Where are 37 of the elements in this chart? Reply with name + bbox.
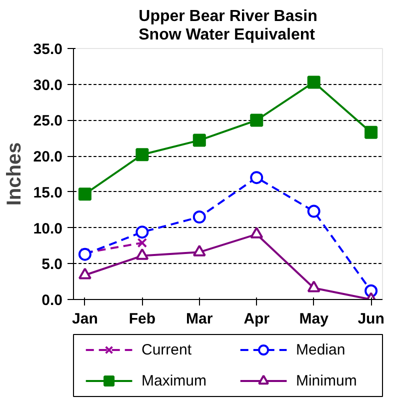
x-tick-label: Feb: [128, 310, 156, 328]
point: [307, 280, 320, 292]
x-tick-label: Mar: [186, 310, 213, 328]
point: [78, 248, 92, 261]
y-tick-label: 35.0: [33, 41, 63, 58]
x-tick-label: May: [299, 310, 330, 328]
legend-label: Maximum: [141, 372, 206, 390]
point: [250, 171, 264, 184]
y-tick-label: 5.0: [42, 256, 63, 274]
legend-label: Current: [141, 342, 192, 358]
x-tick-label: Jan: [72, 310, 98, 328]
y-tick-label: 25.0: [33, 112, 63, 130]
point: [307, 204, 320, 218]
point: [307, 76, 320, 89]
y-tick-label: 20.0: [33, 148, 63, 166]
point: [78, 188, 92, 201]
legend-label: Minimum: [296, 372, 357, 390]
chart-title: Upper Bear River Basin Snow Water Equivalent: [138, 8, 318, 44]
x-tick-label: Jun: [358, 310, 384, 328]
point: [192, 210, 206, 224]
point: [136, 226, 149, 239]
y-axis-title: Inches: [3, 142, 26, 206]
y-tick-label: 30.0: [33, 76, 63, 94]
point: [136, 148, 149, 162]
x-tick-label: Apr: [244, 310, 270, 328]
y-tick-label: 10.0: [33, 220, 63, 238]
y-tick-label: 15.0: [33, 184, 63, 202]
point: [250, 226, 264, 238]
point: [192, 134, 206, 147]
y-tick-label: 0.0: [42, 292, 63, 309]
point: [250, 114, 264, 127]
point: [137, 238, 148, 248]
point: [364, 126, 378, 139]
point: [192, 244, 206, 256]
point: [136, 248, 149, 260]
point: [78, 268, 92, 280]
legend-label: Median: [296, 342, 346, 358]
